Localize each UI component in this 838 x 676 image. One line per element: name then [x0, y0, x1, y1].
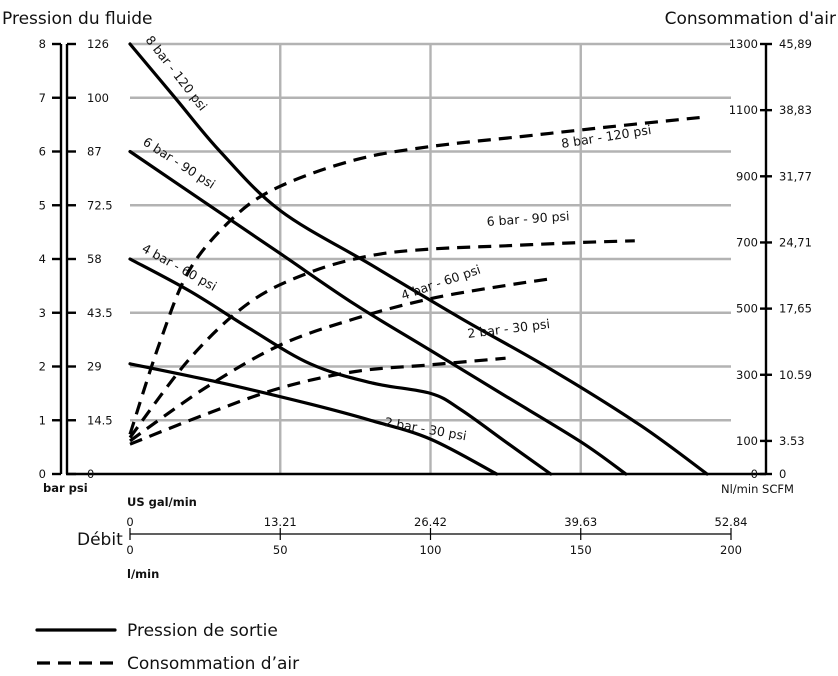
psi-tick-label: 100 [87, 91, 109, 105]
x-gal-tick-label: 26.42 [414, 515, 447, 529]
x-lmin-tick-label: 200 [720, 543, 742, 557]
psi-tick-label: 72.5 [87, 198, 113, 212]
series-label: 6 bar - 90 psi [486, 208, 570, 229]
right-axis-title: Consommation d'air [665, 9, 836, 29]
psi-tick-label: 87 [87, 145, 102, 159]
x-axis-title: Débit [77, 530, 123, 550]
scfm-tick-label: 45,89 [779, 37, 812, 51]
axis-text: 0 0 1 14.5 2 29 3 43.5 4 58 5 72.5 6 87 7 100 8 126 bar ps… [2, 9, 836, 581]
x-lmin-tick-label: 0 [126, 543, 133, 557]
x-lmin-unit: l/min [127, 567, 159, 581]
psi-tick-label: 58 [87, 252, 102, 266]
psi-tick-label: 0 [87, 467, 94, 481]
psi-tick-label: 126 [87, 37, 109, 51]
outlet-pressure-line-6bar [128, 149, 628, 476]
x-gal-tick-label: 39.63 [564, 515, 597, 529]
x-gal-tick-label: 0 [126, 515, 133, 529]
legend: Pression de sortie Consommation d’air [35, 621, 299, 674]
scfm-tick-label: 0 [779, 467, 786, 481]
nl-tick-label: 300 [736, 368, 758, 382]
right-axis-units: Nl/min SCFM [721, 482, 794, 496]
psi-tick-label: 29 [87, 360, 102, 374]
bar-tick-label: 8 [39, 37, 46, 51]
x-gal-unit: US gal/min [127, 495, 197, 509]
grid [130, 42, 731, 474]
nl-tick-label: 900 [736, 169, 758, 183]
x-lmin-tick-label: 50 [273, 543, 288, 557]
air-consumption-line-2bar [129, 356, 506, 446]
air-consumption-line-6bar [128, 239, 635, 439]
outlet-pressure-line-8bar [128, 42, 709, 476]
nl-tick-label: 500 [736, 302, 758, 316]
legend-label: Pression de sortie [127, 621, 278, 641]
air-consumption-line-4bar [129, 277, 551, 443]
nl-tick-label: 1100 [729, 103, 758, 117]
x-lmin-tick-label: 100 [420, 543, 442, 557]
x-lmin-tick-label: 150 [570, 543, 592, 557]
left-axis-units: bar psi [43, 481, 88, 495]
bar-tick-label: 0 [39, 467, 46, 481]
series [128, 42, 709, 476]
bar-tick-label: 3 [39, 306, 46, 320]
psi-tick-label: 43.5 [87, 306, 113, 320]
scfm-tick-label: 10.59 [779, 368, 812, 382]
bar-tick-label: 6 [39, 145, 46, 159]
outlet-pressure-line-4bar [128, 257, 553, 476]
scfm-tick-label: 17,65 [779, 302, 812, 316]
bar-tick-label: 1 [39, 413, 46, 427]
air-consumption-line-8bar [128, 115, 708, 435]
series-label: 2 bar - 30 psi [383, 414, 467, 443]
bar-tick-label: 2 [39, 360, 46, 374]
bar-tick-label: 7 [39, 91, 46, 105]
bar-tick-label: 5 [39, 198, 46, 212]
series-label: 6 bar - 90 psi [140, 134, 218, 192]
scfm-tick-label: 31,77 [779, 169, 812, 183]
outlet-pressure-line-2bar [128, 362, 499, 476]
nl-tick-label: 0 [751, 467, 758, 481]
axes [52, 42, 772, 540]
left-axis-title: Pression du fluide [2, 9, 152, 29]
bar-tick-label: 4 [39, 252, 46, 266]
scfm-tick-label: 3.53 [779, 434, 805, 448]
scfm-tick-label: 24,71 [779, 235, 812, 249]
nl-tick-label: 1300 [729, 37, 758, 51]
x-gal-tick-label: 13.21 [264, 515, 297, 529]
series-label: 2 bar - 30 psi [467, 316, 551, 341]
nl-tick-label: 100 [736, 434, 758, 448]
scfm-tick-label: 38,83 [779, 103, 812, 117]
x-gal-tick-label: 52.84 [715, 515, 748, 529]
nl-tick-label: 700 [736, 235, 758, 249]
psi-tick-label: 14.5 [87, 413, 113, 427]
legend-label: Consommation d’air [127, 654, 299, 674]
